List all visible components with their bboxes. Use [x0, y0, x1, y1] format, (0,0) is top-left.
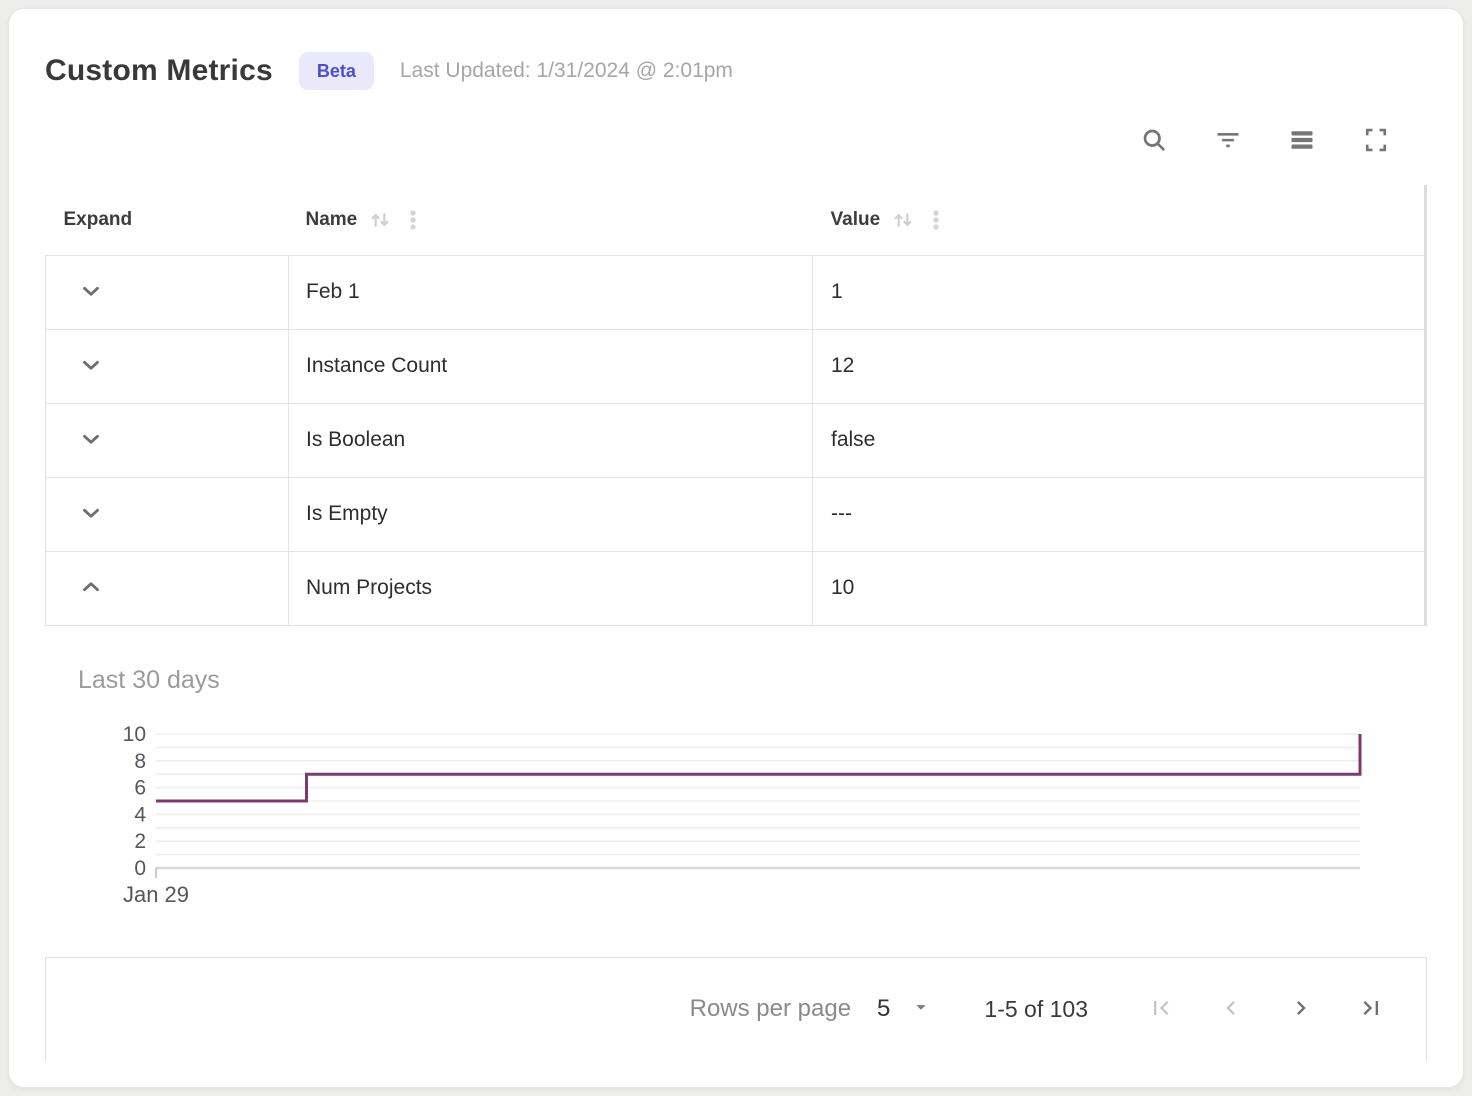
column-header-label[interactable]: Value [830, 208, 881, 230]
metrics-table: Expand Name [45, 185, 1427, 626]
search-button[interactable] [1139, 126, 1169, 156]
card-header: Custom Metrics Beta Last Updated: 1/31/2… [45, 45, 1427, 97]
column-menu-icon[interactable] [403, 207, 423, 233]
chevron-down-icon [78, 426, 104, 455]
column-header-expand: Expand [46, 185, 289, 255]
pager-buttons [1146, 994, 1386, 1024]
table-row: Instance Count 12 [45, 328, 1426, 404]
filter-button[interactable] [1213, 126, 1243, 156]
row-detail-panel: Last 30 days 0 2 4 6 8 10 Jan 29 [45, 626, 1427, 957]
pagination-range-label: 1-5 of 103 [984, 995, 1088, 1022]
sort-icon[interactable] [367, 207, 393, 233]
metric-value-cell: --- [812, 476, 1426, 552]
table-row: Num Projects 10 [45, 550, 1426, 626]
metric-name-cell: Instance Count [288, 328, 813, 404]
svg-text:0: 0 [134, 857, 146, 880]
expand-cell [45, 476, 289, 552]
table-row: Is Empty --- [45, 476, 1426, 552]
collapse-row-button[interactable] [76, 573, 106, 603]
svg-text:10: 10 [123, 723, 146, 746]
pagination-bar: Rows per page 5 1-5 of 103 [45, 956, 1427, 1061]
next-page-button[interactable] [1286, 994, 1316, 1024]
chevron-up-icon [78, 574, 104, 603]
expand-cell [45, 328, 289, 404]
density-icon [1288, 126, 1316, 157]
previous-page-button [1216, 994, 1246, 1024]
page-title: Custom Metrics [45, 54, 273, 87]
metric-value-cell: 10 [812, 550, 1426, 626]
custom-metrics-card: Custom Metrics Beta Last Updated: 1/31/2… [8, 8, 1464, 1088]
expand-cell [45, 254, 289, 330]
chevron-down-icon [78, 278, 104, 307]
trend-chart: 0 2 4 6 8 10 Jan 29 [123, 723, 1362, 907]
chart-title: Last 30 days [78, 665, 220, 694]
expand-row-button[interactable] [76, 351, 106, 381]
chevron-right-icon [1287, 994, 1315, 1025]
svg-text:6: 6 [134, 776, 146, 799]
column-header-value[interactable]: Value [813, 185, 1426, 255]
fullscreen-button[interactable] [1361, 126, 1391, 156]
metric-name-cell: Is Boolean [288, 402, 813, 478]
expand-row-button[interactable] [76, 499, 106, 529]
fullscreen-icon [1362, 126, 1390, 157]
svg-text:8: 8 [134, 749, 146, 772]
metric-value-cell: false [812, 402, 1426, 478]
column-header-label: Expand [63, 208, 133, 230]
chevron-down-icon [910, 996, 932, 1023]
metric-name-cell: Num Projects [288, 550, 813, 626]
svg-text:4: 4 [134, 803, 146, 826]
beta-badge: Beta [298, 52, 374, 90]
svg-text:2: 2 [134, 830, 146, 853]
rows-per-page-label: Rows per page [689, 995, 852, 1022]
chevron-down-icon [78, 500, 104, 529]
first-page-button [1146, 994, 1176, 1024]
table-row: Is Boolean false [45, 402, 1426, 478]
column-header-name[interactable]: Name [289, 185, 813, 255]
first-page-icon [1147, 994, 1175, 1025]
svg-text:Jan 29: Jan 29 [123, 882, 189, 907]
chevron-down-icon [78, 352, 104, 381]
rows-per-page-value[interactable]: 5 [877, 995, 891, 1022]
last-page-button[interactable] [1356, 994, 1386, 1024]
expand-cell [45, 550, 289, 626]
last-page-icon [1357, 994, 1385, 1025]
sort-icon[interactable] [890, 207, 916, 233]
grid-toolbar [45, 119, 1427, 163]
chevron-left-icon [1217, 994, 1245, 1025]
last-updated-text: Last Updated: 1/31/2024 @ 2:01pm [399, 59, 733, 82]
density-button[interactable] [1287, 126, 1317, 156]
column-menu-icon[interactable] [926, 207, 946, 233]
expand-row-button[interactable] [76, 277, 106, 307]
table-header-row: Expand Name [46, 185, 1426, 255]
search-icon [1140, 126, 1168, 157]
filter-icon [1214, 126, 1242, 157]
rows-per-page-select[interactable]: 5 [877, 995, 932, 1023]
metric-value-cell: 12 [812, 328, 1426, 404]
metric-value-cell: 1 [812, 254, 1426, 330]
column-header-label[interactable]: Name [305, 208, 358, 230]
metric-name-cell: Feb 1 [288, 254, 813, 330]
metric-name-cell: Is Empty [288, 476, 813, 552]
expand-cell [45, 402, 289, 478]
expand-row-button[interactable] [76, 425, 106, 455]
